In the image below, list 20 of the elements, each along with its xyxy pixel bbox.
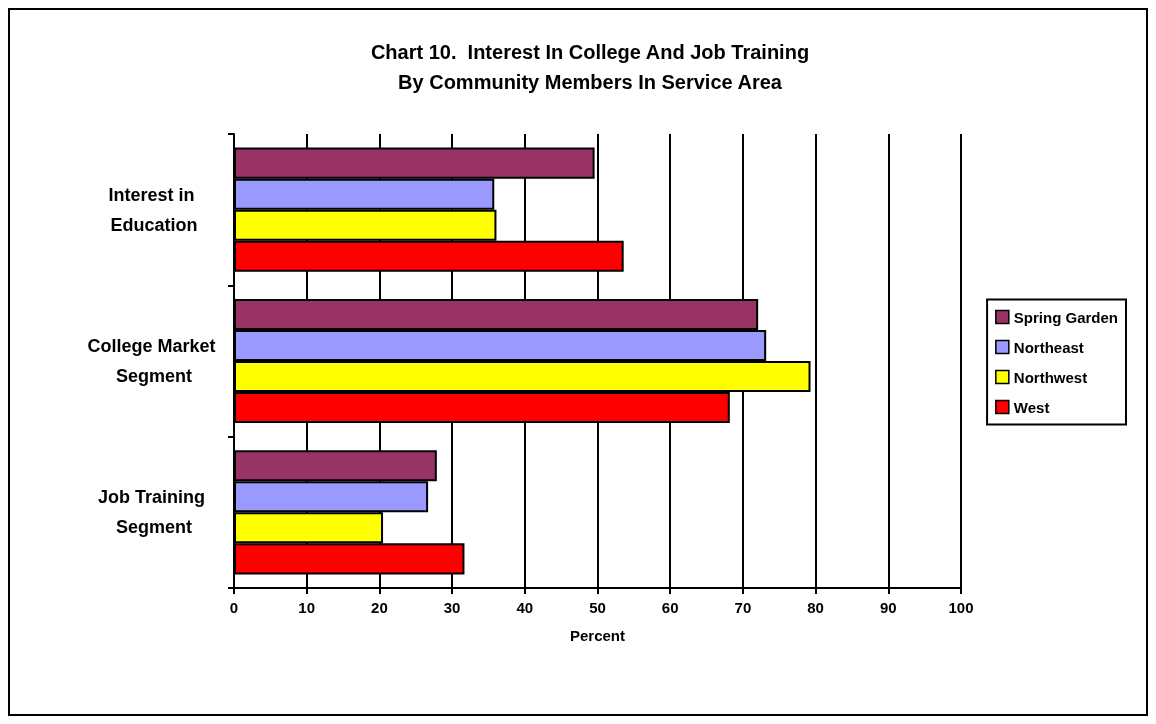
x-tick-label: 60: [661, 599, 679, 616]
x-tick-label: 70: [734, 599, 752, 616]
y-tick-label: Job Training Segment: [97, 487, 211, 538]
legend-label: Northeast: [1013, 338, 1084, 356]
legend-label: West: [1013, 398, 1050, 416]
legend-label: Spring Garden: [1013, 308, 1119, 326]
x-tick-label: 50: [589, 599, 606, 616]
x-tick-label: 80: [807, 599, 824, 616]
x-tick-label: 30: [443, 599, 461, 616]
x-tick-label: 100: [948, 599, 974, 616]
x-tick-label: 10: [298, 599, 316, 616]
x-tick-label: 20: [371, 599, 388, 616]
chart-title: Chart 10. Interest In College And Job Training By Community Members In Service Area: [370, 41, 810, 93]
y-tick-label: Interest in Education: [108, 184, 200, 235]
x-tick-label: 40: [516, 599, 534, 616]
x-axis-title: Percent: [569, 627, 626, 644]
x-tick-label: 90: [879, 599, 897, 616]
y-tick-label: College Market Segment: [87, 336, 221, 386]
legend-label: Northwest: [1013, 368, 1088, 386]
x-tick-label: 0: [229, 599, 239, 616]
